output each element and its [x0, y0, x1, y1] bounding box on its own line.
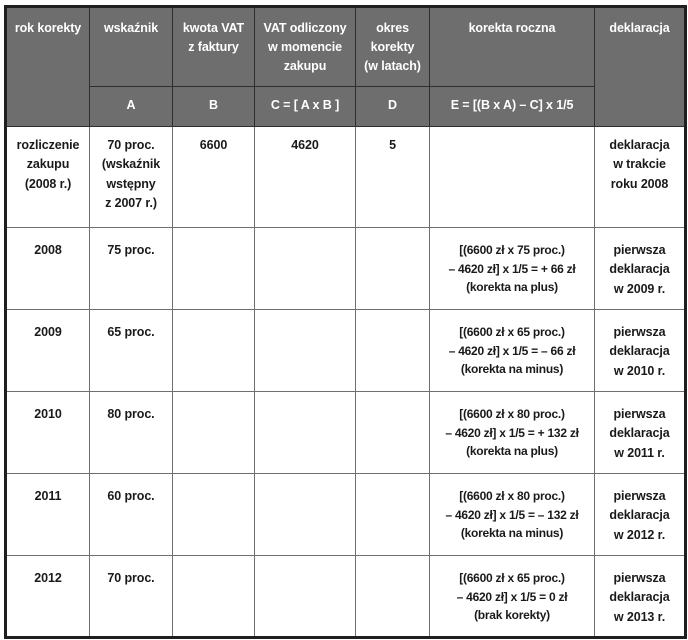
- vat-correction-table: rok korekty wskaźnik kwota VAT z faktury…: [4, 5, 687, 639]
- header-wskaznik: wskaźnik: [89, 6, 173, 87]
- header-okres-korekty: okres korekty (w latach): [355, 6, 430, 87]
- table-row: 2010 80 proc. [(6600 zł x 80 proc.) – 46…: [5, 391, 686, 474]
- cell-odliczony: [254, 309, 356, 392]
- cell-odliczony: 4620: [254, 126, 356, 228]
- cell-wskaznik: 60 proc.: [89, 473, 173, 556]
- cell-rok: rozliczenie zakupu (2008 r.): [5, 126, 90, 228]
- header-sub-a: A: [89, 86, 173, 127]
- cell-okres: [355, 555, 430, 638]
- cell-rok: 2012: [5, 555, 90, 638]
- cell-deklaracja: pierwsza deklaracja w 2010 r.: [594, 309, 686, 392]
- cell-deklaracja: pierwsza deklaracja w 2011 r.: [594, 391, 686, 474]
- cell-kwota: [172, 309, 255, 392]
- header-sub-d: D: [355, 86, 430, 127]
- cell-korekta: [(6600 zł x 80 proc.) – 4620 zł] x 1/5 =…: [429, 473, 595, 556]
- cell-odliczony: [254, 555, 356, 638]
- cell-odliczony: [254, 227, 356, 310]
- cell-okres: [355, 309, 430, 392]
- table-row: 2012 70 proc. [(6600 zł x 65 proc.) – 46…: [5, 555, 686, 638]
- cell-rok: 2008: [5, 227, 90, 310]
- cell-odliczony: [254, 391, 356, 474]
- cell-korekta: [429, 126, 595, 228]
- cell-deklaracja: deklaracja w trakcie roku 2008: [594, 126, 686, 228]
- cell-korekta: [(6600 zł x 80 proc.) – 4620 zł] x 1/5 =…: [429, 391, 595, 474]
- table-row: 2009 65 proc. [(6600 zł x 65 proc.) – 46…: [5, 309, 686, 392]
- cell-kwota: [172, 391, 255, 474]
- cell-deklaracja: pierwsza deklaracja w 2013 r.: [594, 555, 686, 638]
- header-korekta-roczna: korekta roczna: [429, 6, 595, 87]
- header-sub-b: B: [172, 86, 255, 127]
- cell-rok: 2010: [5, 391, 90, 474]
- header-deklaracja: deklaracja: [594, 6, 686, 127]
- header-rok-korekty: rok korekty: [5, 6, 90, 127]
- table-row: 2011 60 proc. [(6600 zł x 80 proc.) – 46…: [5, 473, 686, 556]
- table-body: rozliczenie zakupu (2008 r.) 70 proc. (w…: [5, 126, 686, 638]
- cell-kwota: [172, 473, 255, 556]
- cell-wskaznik: 70 proc. (wskaźnik wstępny z 2007 r.): [89, 126, 173, 228]
- cell-wskaznik: 80 proc.: [89, 391, 173, 474]
- cell-wskaznik: 75 proc.: [89, 227, 173, 310]
- cell-odliczony: [254, 473, 356, 556]
- cell-deklaracja: pierwsza deklaracja w 2009 r.: [594, 227, 686, 310]
- cell-korekta: [(6600 zł x 75 proc.) – 4620 zł] x 1/5 =…: [429, 227, 595, 310]
- cell-okres: 5: [355, 126, 430, 228]
- cell-rok: 2009: [5, 309, 90, 392]
- header-sub-c: C = [ A x B ]: [254, 86, 356, 127]
- cell-kwota: [172, 227, 255, 310]
- cell-wskaznik: 70 proc.: [89, 555, 173, 638]
- cell-deklaracja: pierwsza deklaracja w 2012 r.: [594, 473, 686, 556]
- cell-okres: [355, 473, 430, 556]
- table-row: 2008 75 proc. [(6600 zł x 75 proc.) – 46…: [5, 227, 686, 310]
- header-kwota-vat: kwota VAT z faktury: [172, 6, 255, 87]
- cell-korekta: [(6600 zł x 65 proc.) – 4620 zł] x 1/5 =…: [429, 555, 595, 638]
- cell-korekta: [(6600 zł x 65 proc.) – 4620 zł] x 1/5 =…: [429, 309, 595, 392]
- cell-kwota: [172, 555, 255, 638]
- header-sub-e: E = [(B x A) – C] x 1/5: [429, 86, 595, 127]
- table-row: rozliczenie zakupu (2008 r.) 70 proc. (w…: [5, 126, 686, 228]
- cell-wskaznik: 65 proc.: [89, 309, 173, 392]
- cell-kwota: 6600: [172, 126, 255, 228]
- cell-okres: [355, 227, 430, 310]
- cell-okres: [355, 391, 430, 474]
- table-header: rok korekty wskaźnik kwota VAT z faktury…: [5, 6, 686, 127]
- header-vat-odliczony: VAT odliczony w momencie zakupu: [254, 6, 356, 87]
- cell-rok: 2011: [5, 473, 90, 556]
